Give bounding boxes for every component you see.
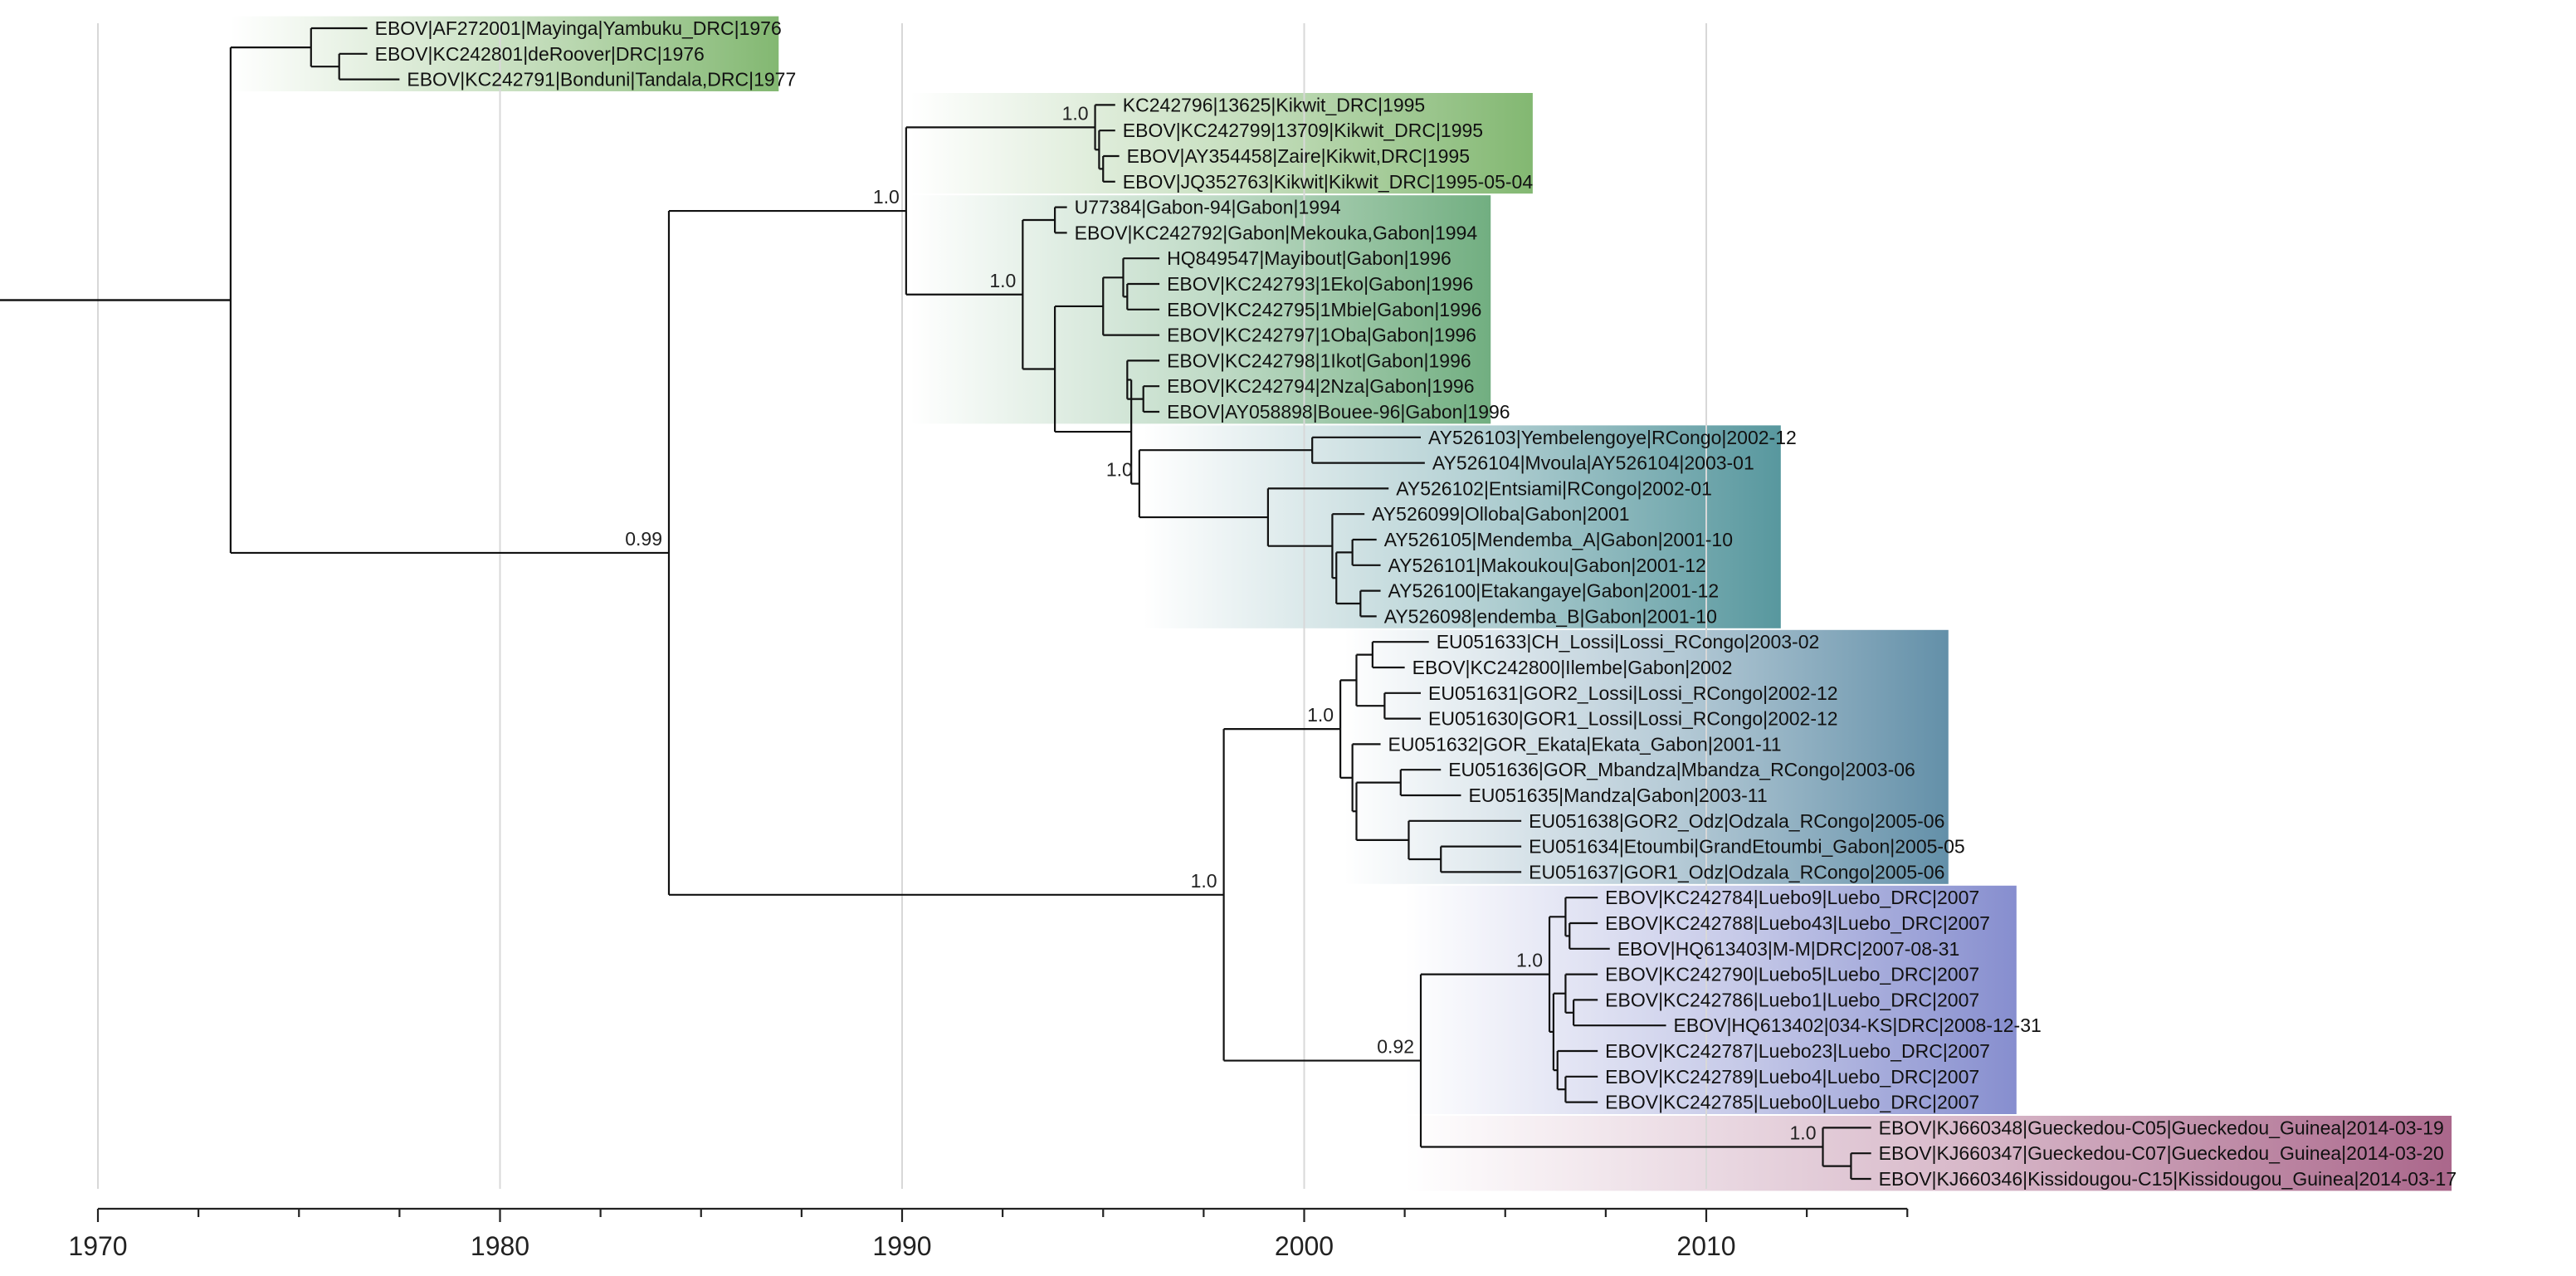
tip-label: HQ849547|Mayibout|Gabon|1996 — [1167, 247, 1451, 269]
tip-label: EBOV|KC242789|Luebo4|Luebo_DRC|2007 — [1605, 1066, 1979, 1088]
tip-label: EBOV|KC242786|Luebo1|Luebo_DRC|2007 — [1605, 989, 1979, 1010]
support-value: 1.0 — [1307, 704, 1334, 726]
tip-labels: EBOV|AF272001|Mayinga|Yambuku_DRC|1976 EB… — [375, 17, 2457, 1190]
support-value: 1.0 — [1191, 870, 1217, 892]
year-gridlines — [97, 23, 1707, 1189]
time-axis: 1970 1980 1990 2000 2010 — [68, 1207, 1909, 1261]
tip-label: EU051634|Etoumbi|GrandEtoumbi_Gabon|2005… — [1529, 836, 1965, 858]
tip-label: EBOV|KC242800|Ilembe|Gabon|2002 — [1412, 657, 1733, 678]
tip-label: EU051633|CH_Lossi|Lossi_RCongo|2003-02 — [1437, 631, 1820, 653]
tip-label: AY526105|Mendemba_A|Gabon|2001-10 — [1384, 529, 1733, 550]
tip-label: AY526102|Entsiami|RCongo|2002-01 — [1396, 477, 1712, 499]
axis-tick-label: 2010 — [1676, 1231, 1735, 1261]
tip-label: EBOV|HQ613402|034-KS|DRC|2008-12-31 — [1674, 1014, 2042, 1036]
clade-band-3 — [1143, 425, 1781, 628]
tip-label: EBOV|AY354458|Zaire|Kikwit,DRC|1995 — [1127, 145, 1470, 167]
tip-label: EBOV|KC242792|Gabon|Mekouka,Gabon|1994 — [1075, 222, 1478, 243]
support-value: 1.0 — [1790, 1122, 1817, 1144]
clade-band-2 — [910, 195, 1491, 424]
tip-label: EU051631|GOR2_Lossi|Lossi_RCongo|2002-12 — [1428, 682, 1838, 704]
tip-label: AY526099|Olloba|Gabon|2001 — [1372, 503, 1629, 525]
tip-label: EBOV|KC242798|1Ikot|Gabon|1996 — [1167, 350, 1471, 371]
tip-label: EBOV|KJ660346|Kissidougou-C15|Kissidougo… — [1879, 1168, 2456, 1190]
tip-label: EU051632|GOR_Ekata|Ekata_Gabon|2001-11 — [1388, 733, 1782, 755]
clade-band-1 — [910, 93, 1533, 194]
tip-label: EU051637|GOR1_Odz|Odzala_RCongo|2005-06 — [1529, 861, 1944, 882]
tip-label: AY526104|Mvoula|AY526104|2003-01 — [1432, 452, 1754, 474]
axis-tick-label: 1980 — [471, 1231, 529, 1261]
support-value: 0.99 — [625, 528, 662, 550]
support-value: 1.0 — [1062, 102, 1089, 124]
tip-label: EBOV|KC242791|Bonduni|Tandala,DRC|1977 — [407, 69, 796, 90]
tip-label: EU051638|GOR2_Odz|Odzala_RCongo|2005-06 — [1529, 810, 1944, 832]
tip-label: AY526101|Makoukou|Gabon|2001-12 — [1388, 555, 1706, 576]
tip-label: EBOV|KC242790|Luebo5|Luebo_DRC|2007 — [1605, 964, 1979, 985]
clade-band-5 — [1404, 885, 2017, 1114]
tree-branches — [0, 27, 1871, 1181]
tip-label: KC242796|13625|Kikwit_DRC|1995 — [1123, 94, 1425, 115]
tip-label: EBOV|AF272001|Mayinga|Yambuku_DRC|1976 — [375, 17, 782, 39]
tip-label: EBOV|KC242797|1Oba|Gabon|1996 — [1167, 325, 1476, 346]
tip-label: AY526100|Etakangaye|Gabon|2001-12 — [1388, 580, 1720, 602]
tip-label: EU051630|GOR1_Lossi|Lossi_RCongo|2002-12 — [1428, 708, 1838, 730]
tip-label: EBOV|KC242799|13709|Kikwit_DRC|1995 — [1123, 120, 1483, 141]
posterior-support-labels: 0.99 1.0 1.0 1.0 1.0 1.0 1.0 0.92 1.0 1.0 — [625, 102, 1816, 1143]
tip-label: EU051635|Mandza|Gabon|2003-11 — [1468, 785, 1767, 806]
support-value: 1.0 — [1106, 459, 1133, 481]
tip-label: EBOV|KJ660347|Gueckedou-C07|Gueckedou_Gu… — [1879, 1142, 2444, 1164]
tip-label: EBOV|KJ660348|Gueckedou-C05|Gueckedou_Gu… — [1879, 1117, 2444, 1138]
tip-label: EBOV|KC242784|Luebo9|Luebo_DRC|2007 — [1605, 887, 1979, 908]
tip-label: EBOV|JQ352763|Kikwit|Kikwit_DRC|1995-05-… — [1123, 171, 1534, 193]
tip-label: AY526103|Yembelengoye|RCongo|2002-12 — [1428, 427, 1797, 448]
tip-label: U77384|Gabon-94|Gabon|1994 — [1075, 197, 1341, 218]
tip-label: AY526098|endemba_B|Gabon|2001-10 — [1384, 605, 1717, 627]
support-value: 1.0 — [1516, 950, 1543, 971]
tip-label: EBOV|KC242794|2Nza|Gabon|1996 — [1167, 375, 1474, 397]
tip-label: EBOV|KC242788|Luebo43|Luebo_DRC|2007 — [1605, 912, 1990, 934]
tip-label: EBOV|KC242793|1Eko|Gabon|1996 — [1167, 273, 1473, 295]
tip-label: EBOV|KC242795|1Mbie|Gabon|1996 — [1167, 299, 1481, 320]
clade-highlight-bands — [230, 16, 2452, 1191]
support-value: 1.0 — [873, 186, 900, 208]
tip-label: EBOV|KC242785|Luebo0|Luebo_DRC|2007 — [1605, 1092, 1979, 1113]
clade-band-6 — [1404, 1116, 2452, 1191]
support-value: 0.92 — [1377, 1036, 1414, 1058]
tip-label: EU051636|GOR_Mbandza|Mbandza_RCongo|2003… — [1448, 759, 1915, 780]
axis-tick-label: 2000 — [1275, 1231, 1334, 1261]
tip-label: EBOV|HQ613403|M-M|DRC|2007-08-31 — [1617, 938, 1960, 960]
tip-label: EBOV|KC242801|deRoover|DRC|1976 — [375, 43, 705, 65]
clade-band-4 — [1344, 629, 1949, 884]
support-value: 1.0 — [989, 270, 1016, 291]
axis-tick-label: 1970 — [68, 1231, 127, 1261]
tip-label: EBOV|AY058898|Bouee-96|Gabon|1996 — [1167, 401, 1510, 423]
axis-tick-label: 1990 — [872, 1231, 931, 1261]
tip-label: EBOV|KC242787|Luebo23|Luebo_DRC|2007 — [1605, 1040, 1990, 1062]
